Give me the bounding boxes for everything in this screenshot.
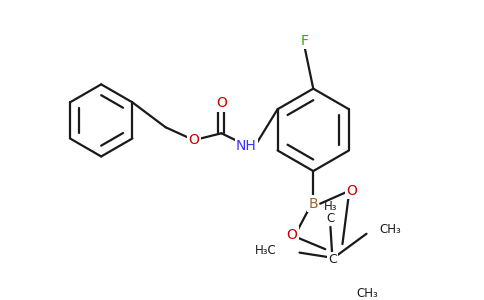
Text: B: B xyxy=(308,197,318,211)
Text: O: O xyxy=(347,184,357,198)
Text: CH₃: CH₃ xyxy=(379,223,401,236)
Text: H₃C: H₃C xyxy=(255,244,276,257)
Text: CH₃: CH₃ xyxy=(356,287,378,300)
Text: C: C xyxy=(326,212,334,225)
Text: O: O xyxy=(287,228,297,242)
Text: H₃: H₃ xyxy=(324,200,337,213)
Text: F: F xyxy=(301,34,309,48)
Text: C: C xyxy=(328,253,336,266)
Text: NH: NH xyxy=(236,139,257,153)
Text: O: O xyxy=(216,96,227,110)
Text: O: O xyxy=(188,133,199,147)
